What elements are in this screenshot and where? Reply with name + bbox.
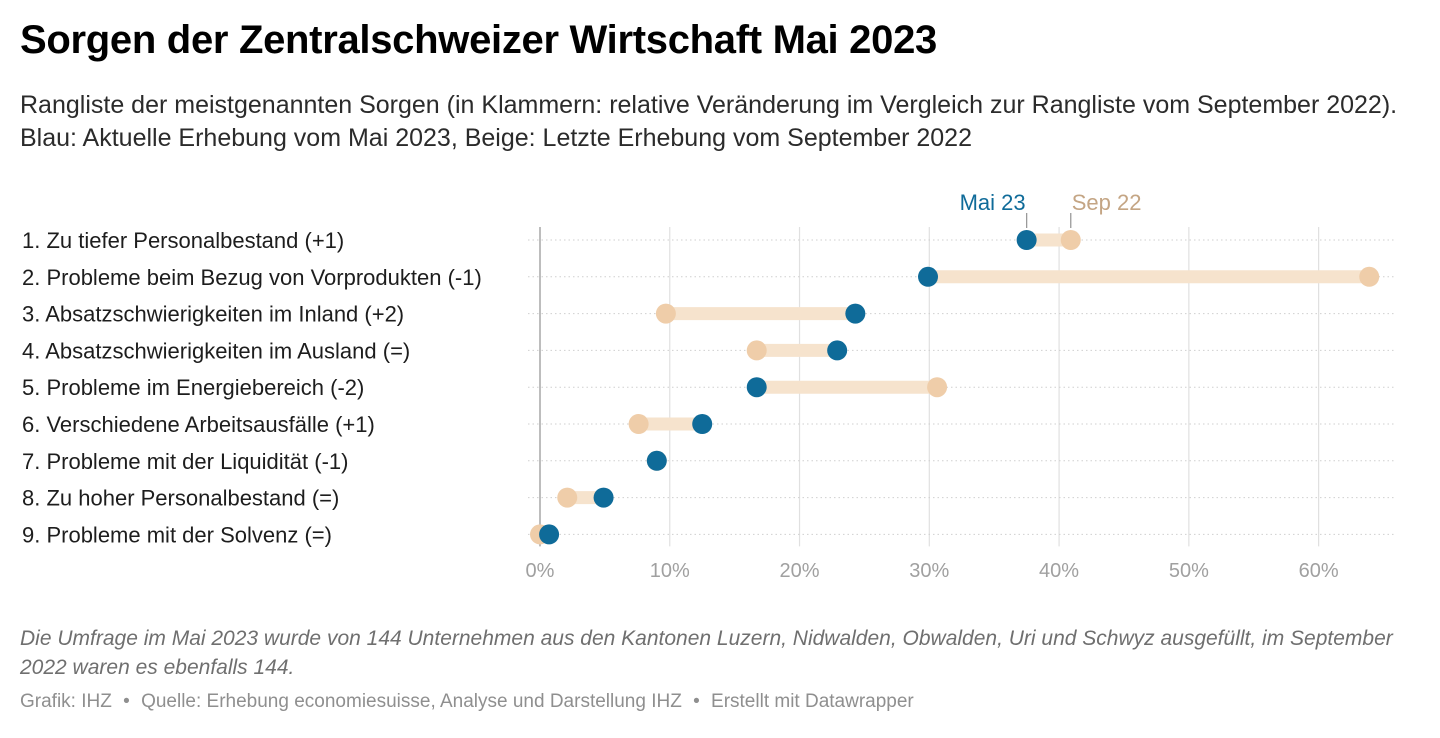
chart-notes: Die Umfrage im Mai 2023 wurde von 144 Un…: [20, 627, 1393, 679]
row-label: 8. Zu hoher Personalbestand (=): [22, 486, 339, 511]
chart-subtitle: Rangliste der meistgenannten Sorgen (in …: [20, 91, 1398, 152]
x-tick-label: 60%: [1299, 560, 1339, 582]
row-label: 4. Absatzschwierigkeiten im Ausland (=): [22, 338, 410, 363]
mai23-dot: [539, 524, 560, 545]
sep22-dot: [628, 414, 649, 434]
sep22-dot: [1060, 230, 1081, 250]
row-label: 7. Probleme mit der Liquidität (-1): [22, 449, 348, 474]
legend-label-mai23: Mai 23: [960, 190, 1026, 215]
mai23-dot: [827, 340, 848, 361]
mai23-dot: [692, 414, 713, 434]
x-tick-label: 50%: [1169, 560, 1209, 582]
range-dot-chart: 0% 10% 20% 30% 40% 50% 60% 1. Zu tiefer Persona…: [22, 190, 1395, 582]
row-label: 9. Probleme mit der Solvenz (=): [22, 522, 332, 547]
row-label: 3. Absatzschwierigkeiten im Inland (+2): [22, 302, 404, 327]
chart-footer: Grafik: IHZ • Quelle: Erhebung economies…: [20, 691, 914, 713]
mai23-dot: [918, 266, 939, 287]
mai23-dot: [746, 377, 767, 398]
x-tick-label: 0%: [526, 560, 555, 582]
legend-label-sep22: Sep 22: [1072, 190, 1142, 215]
mai23-dot: [1016, 230, 1037, 250]
sep22-dot: [927, 377, 948, 398]
footer-separator: •: [693, 691, 700, 712]
mai23-dot: [845, 303, 866, 324]
sep22-dot: [557, 487, 578, 508]
footer-source: Quelle: Erhebung economiesuisse, Analyse…: [141, 691, 682, 712]
row-label: 2. Probleme beim Bezug von Vorprodukten …: [22, 265, 482, 290]
sep22-dot: [746, 340, 767, 361]
chart-title: Sorgen der Zentralschweizer Wirtschaft M…: [20, 18, 937, 62]
row-label: 6. Verschiedene Arbeitsausfälle (+1): [22, 412, 375, 437]
x-tick-label: 20%: [780, 560, 820, 582]
x-tick-label: 40%: [1039, 560, 1079, 582]
row-label: 1. Zu tiefer Personalbestand (+1): [22, 228, 344, 253]
x-tick-label: 10%: [650, 560, 690, 582]
sep22-dot: [655, 303, 676, 324]
footer-credit: Grafik: IHZ: [20, 691, 112, 712]
row-label: 5. Probleme im Energiebereich (-2): [22, 375, 364, 400]
footer-separator: •: [123, 691, 130, 712]
footer-tool: Erstellt mit Datawrapper: [711, 691, 914, 712]
mai23-dot: [646, 450, 667, 471]
mai23-dot: [593, 487, 614, 508]
sep22-dot: [1359, 266, 1380, 287]
x-tick-label: 30%: [909, 560, 949, 582]
